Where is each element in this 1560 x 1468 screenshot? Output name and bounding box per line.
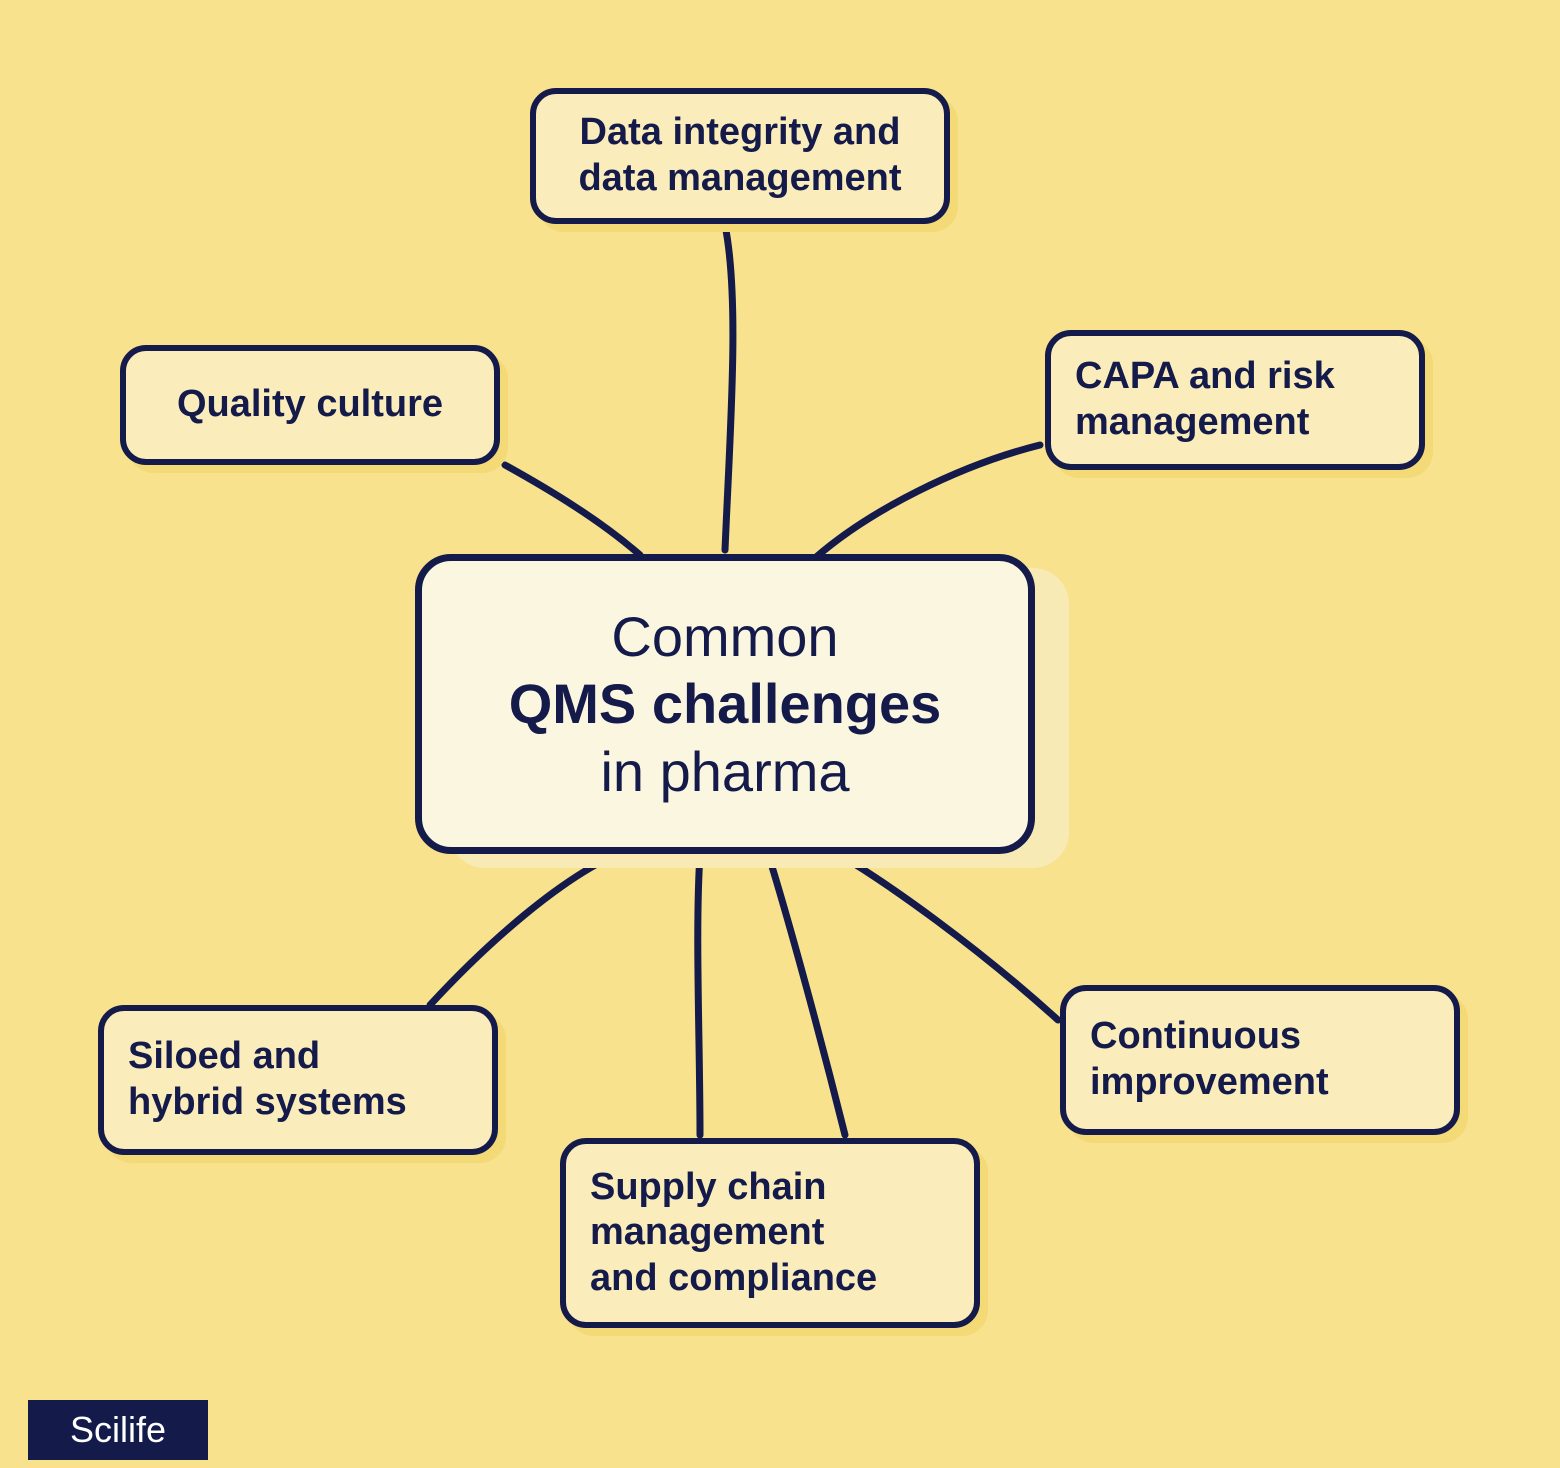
- connector-line: [815, 445, 1040, 558]
- leaf-quality-culture-label: Quality culture: [120, 362, 500, 448]
- connector-line: [698, 855, 700, 1135]
- leaf-continuous-label: Continuousimprovement: [1060, 994, 1460, 1125]
- leaf-siloed-line2: hybrid systems: [128, 1081, 407, 1123]
- leaf-capa-line2: management: [1075, 401, 1309, 443]
- brand-badge: Scilife: [28, 1400, 208, 1460]
- leaf-continuous-line1: Continuous: [1090, 1015, 1301, 1057]
- connector-line: [505, 465, 640, 555]
- connector-line: [430, 855, 615, 1005]
- leaf-siloed: Siloed andhybrid systems: [98, 1005, 498, 1155]
- center-node-label: CommonQMS challengesin pharma: [415, 583, 1035, 825]
- connector-line: [770, 860, 845, 1135]
- leaf-supply-chain-line1: Supply chain: [590, 1166, 826, 1208]
- diagram-canvas: CommonQMS challengesin pharma Data integr…: [0, 0, 1560, 1468]
- leaf-data-integrity-label: Data integrity anddata management: [530, 90, 950, 221]
- leaf-continuous-line2: improvement: [1090, 1061, 1329, 1103]
- leaf-supply-chain-label: Supply chainmanagementand compliance: [560, 1145, 980, 1322]
- center-line2: QMS challenges: [509, 672, 942, 735]
- leaf-supply-chain: Supply chainmanagementand compliance: [560, 1138, 980, 1328]
- leaf-data-integrity-line2: data management: [578, 157, 901, 199]
- leaf-quality-culture-line1: Quality culture: [177, 383, 443, 425]
- leaf-supply-chain-line3: and compliance: [590, 1257, 877, 1299]
- leaf-data-integrity-line1: Data integrity and: [580, 111, 901, 153]
- center-line1: Common: [611, 605, 838, 668]
- leaf-capa-line1: CAPA and risk: [1075, 355, 1335, 397]
- leaf-supply-chain-line2: management: [590, 1211, 824, 1253]
- leaf-continuous: Continuousimprovement: [1060, 985, 1460, 1135]
- leaf-siloed-label: Siloed andhybrid systems: [98, 1014, 498, 1145]
- leaf-siloed-line1: Siloed and: [128, 1035, 320, 1077]
- leaf-data-integrity: Data integrity anddata management: [530, 88, 950, 224]
- leaf-capa-label: CAPA and riskmanagement: [1045, 334, 1425, 465]
- center-node: CommonQMS challengesin pharma: [415, 554, 1035, 854]
- connector-line: [840, 855, 1058, 1020]
- leaf-capa: CAPA and riskmanagement: [1045, 330, 1425, 470]
- connector-line: [725, 225, 733, 550]
- center-line3: in pharma: [600, 740, 849, 803]
- leaf-quality-culture: Quality culture: [120, 345, 500, 465]
